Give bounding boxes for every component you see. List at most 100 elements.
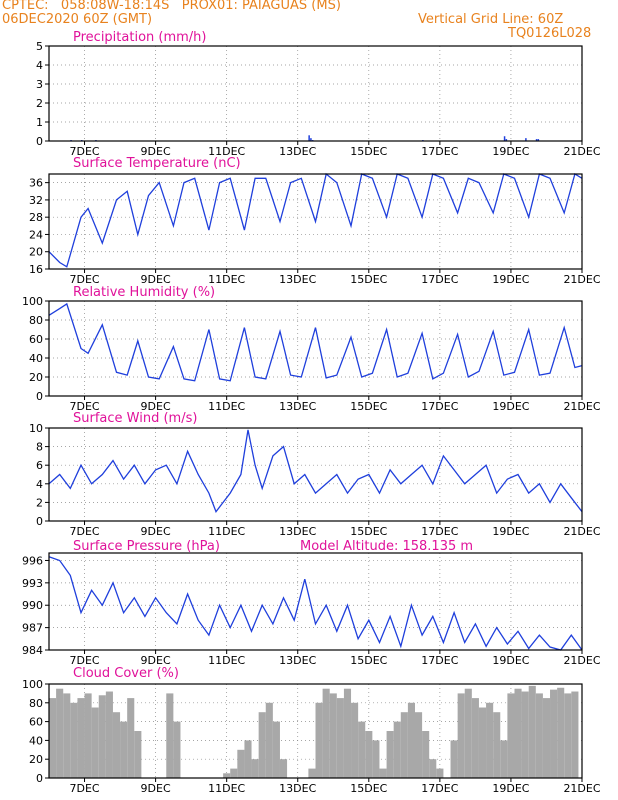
header-line1-left: CPTEC: 058:08W-18:14S PROX01: PAIAGUAS (…: [2, 0, 341, 13]
cloud-cover-bar: [134, 731, 142, 778]
precipitation-mm-h-bar: [505, 139, 508, 141]
y-tick-label: 8: [36, 441, 43, 454]
cloud-cover-bar: [98, 695, 106, 778]
x-tick-label: 19DEC: [492, 273, 529, 286]
y-tick-label: 20: [29, 246, 43, 259]
x-tick-label: 15DEC: [350, 400, 387, 413]
cloud-cover-bar: [400, 712, 408, 778]
x-tick-label: 11DEC: [208, 525, 245, 538]
cloud-cover-bar: [486, 702, 494, 778]
precipitation-mm-h-bar: [525, 138, 527, 141]
panel-title: Surface Pressure (hPa): [73, 539, 220, 554]
cloud-cover-bar: [557, 687, 565, 778]
surface-wind-m-s-series-line: [48, 429, 583, 514]
x-tick-label: 9DEC: [141, 400, 171, 413]
x-tick-label: 17DEC: [421, 525, 458, 538]
cloud-cover-bar: [223, 773, 231, 778]
cloud-cover-bar: [166, 693, 174, 778]
cloud-cover-bar: [365, 731, 373, 778]
y-tick-label: 16: [29, 263, 43, 276]
x-tick-label: 11DEC: [208, 782, 245, 795]
panel-frame: [48, 683, 583, 779]
precipitation-mm-h-bar: [308, 135, 310, 141]
cloud-cover-bar: [414, 712, 423, 778]
panel-annotation: Model Altitude: 158.135 m: [300, 539, 473, 554]
x-tick-label: 17DEC: [421, 273, 458, 286]
x-tick-label: 19DEC: [492, 525, 529, 538]
x-tick-label: 19DEC: [492, 145, 529, 158]
cloud-cover-bar: [358, 721, 366, 778]
y-tick-label: 0: [36, 135, 43, 148]
x-tick-label: 15DEC: [350, 782, 387, 795]
y-tick-label: 2: [36, 97, 43, 110]
header-line2-left: 06DEC2020 60Z (GMT): [2, 12, 153, 27]
x-tick-label: 7DEC: [69, 525, 99, 538]
x-tick-label: 9DEC: [141, 782, 171, 795]
y-tick-label: 1: [36, 116, 43, 129]
y-tick-label: 990: [22, 599, 43, 612]
panel-title: Surface Wind (m/s): [73, 411, 197, 426]
x-tick-label: 11DEC: [208, 400, 245, 413]
y-tick-label: 36: [29, 177, 43, 190]
y-tick-label: 0: [36, 515, 43, 528]
x-tick-label: 21DEC: [563, 145, 600, 158]
x-tick-label: 11DEC: [208, 654, 245, 667]
cloud-cover-bar: [379, 768, 387, 778]
cloud-cover-bar: [372, 740, 380, 778]
cloud-cover-bar: [407, 702, 415, 778]
x-tick-label: 21DEC: [563, 400, 600, 413]
cloud-cover-bar: [542, 698, 551, 778]
y-tick-label: 3: [36, 78, 43, 91]
cloud-cover-bar: [343, 688, 352, 778]
x-tick-label: 7DEC: [69, 145, 99, 158]
x-tick-label: 15DEC: [350, 525, 387, 538]
x-tick-label: 7DEC: [69, 782, 99, 795]
precipitation-mm-h-bar: [310, 138, 312, 141]
x-tick-label: 7DEC: [69, 400, 99, 413]
precipitation-mm-h-bar: [535, 139, 538, 141]
x-tick-label: 21DEC: [563, 782, 600, 795]
y-tick-label: 60: [29, 333, 43, 346]
cloud-cover-bar: [56, 688, 64, 778]
x-tick-label: 13DEC: [279, 782, 316, 795]
cloud-cover-bar: [230, 768, 238, 778]
cloud-cover-bar: [322, 688, 330, 778]
y-tick-label: 100: [22, 295, 43, 308]
panel-frame: [48, 45, 583, 142]
y-tick-label: 6: [36, 459, 43, 472]
x-tick-label: 9DEC: [141, 273, 171, 286]
cloud-cover-bar: [457, 693, 465, 778]
x-tick-label: 9DEC: [141, 654, 171, 667]
cloud-cover-bar: [120, 721, 128, 778]
x-tick-label: 7DEC: [69, 654, 99, 667]
panel-title: Precipitation (mm/h): [73, 30, 206, 45]
x-tick-label: 15DEC: [350, 654, 387, 667]
cloud-cover-bar: [258, 712, 266, 778]
x-tick-label: 21DEC: [563, 525, 600, 538]
panel-frame: [48, 427, 583, 522]
y-tick-label: 987: [22, 622, 43, 635]
y-tick-label: 993: [22, 577, 43, 590]
x-tick-label: 13DEC: [279, 525, 316, 538]
x-tick-label: 13DEC: [279, 273, 316, 286]
cloud-cover-bar: [493, 712, 501, 778]
cloud-cover-bar: [244, 740, 252, 778]
x-tick-label: 19DEC: [492, 782, 529, 795]
precipitation-mm-h-bar: [537, 139, 540, 141]
cloud-cover-bar: [315, 702, 323, 778]
cloud-cover-bar: [77, 698, 85, 778]
x-tick-label: 13DEC: [279, 654, 316, 667]
x-tick-label: 17DEC: [421, 782, 458, 795]
cloud-cover-bar: [308, 768, 316, 778]
cloud-cover-bar: [237, 749, 245, 778]
x-tick-label: 21DEC: [563, 654, 600, 667]
x-tick-label: 9DEC: [141, 525, 171, 538]
y-tick-label: 40: [29, 352, 43, 365]
cloud-cover-bar: [91, 707, 99, 778]
cloud-cover-bar: [272, 721, 280, 778]
x-tick-label: 15DEC: [350, 145, 387, 158]
cloud-cover-bar: [393, 721, 401, 778]
panel-frame: [48, 173, 583, 270]
x-tick-label: 17DEC: [421, 654, 458, 667]
